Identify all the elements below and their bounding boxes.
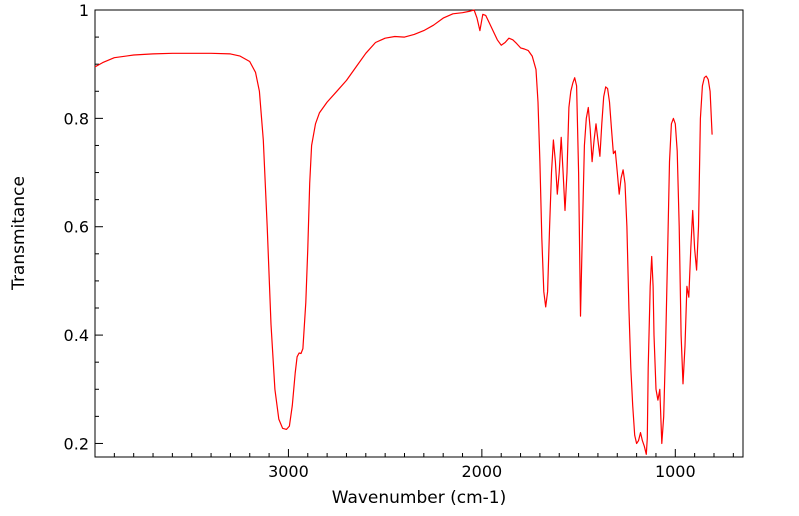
- y-tick-label: 0.6: [64, 218, 89, 237]
- y-tick-label: 1: [79, 1, 89, 20]
- y-tick-labels: 0.2 0.4 0.6 0.8 1: [64, 1, 89, 453]
- y-tick-label: 0.8: [64, 109, 89, 128]
- x-tick-label: 3000: [268, 462, 309, 481]
- y-tick-label: 0.4: [64, 326, 89, 345]
- x-tick-labels: 3000 2000 1000: [268, 462, 696, 481]
- minor-ticks: [95, 36, 734, 457]
- y-tick-label: 0.2: [64, 434, 89, 453]
- x-tick-label: 2000: [462, 462, 503, 481]
- plot-frame: [94, 9, 744, 458]
- spectrum-line: [94, 9, 713, 455]
- y-axis-label: Transmitance: [9, 176, 29, 291]
- x-axis-label: Wavenumber (cm-1): [332, 488, 507, 508]
- major-ticks: [95, 9, 676, 457]
- x-tick-label: 1000: [655, 462, 696, 481]
